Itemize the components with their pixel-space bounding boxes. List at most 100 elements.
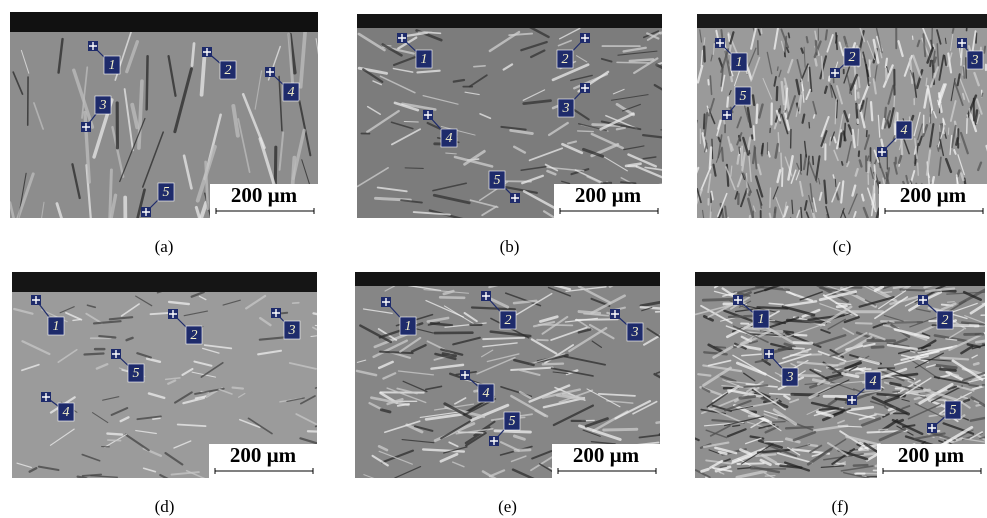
- texture: [837, 306, 846, 307]
- texture: [918, 163, 919, 175]
- texture: [739, 147, 740, 154]
- texture: [862, 195, 864, 201]
- micrograph: 200 µm12345: [12, 272, 341, 485]
- texture: [813, 157, 814, 165]
- texture: [881, 140, 882, 148]
- texture: [656, 311, 684, 312]
- marker-number: 4: [870, 374, 877, 389]
- texture: [405, 168, 423, 169]
- texture: [793, 348, 804, 349]
- texture: [696, 120, 697, 128]
- texture: [579, 312, 600, 314]
- marker-number: 2: [191, 328, 198, 343]
- scale-bar-label: 200 µm: [230, 443, 297, 467]
- texture: [879, 429, 888, 430]
- texture: [704, 47, 705, 62]
- texture: [749, 216, 750, 229]
- texture: [854, 218, 856, 238]
- marker-number: 5: [740, 89, 747, 104]
- texture: [898, 420, 902, 422]
- texture: [749, 191, 750, 195]
- top-edge: [695, 272, 985, 286]
- marker-number: 1: [109, 58, 116, 73]
- texture: [785, 53, 786, 57]
- texture: [757, 105, 758, 123]
- texture: [842, 162, 843, 165]
- texture: [151, 313, 168, 314]
- marker-number: 3: [99, 98, 107, 113]
- marker-number: 1: [421, 52, 428, 67]
- figure: 200 µm12345(a)200 µm12345(b)200 µm12345(…: [0, 0, 987, 518]
- texture: [543, 364, 563, 365]
- texture: [953, 29, 954, 33]
- marker-number: 3: [562, 101, 570, 116]
- micrograph: 200 µm12345: [695, 270, 987, 491]
- texture: [740, 396, 755, 398]
- panel-label: (a): [155, 237, 174, 256]
- texture: [727, 97, 728, 106]
- texture: [983, 385, 987, 386]
- scale-bar-label: 200 µm: [231, 183, 298, 207]
- texture: [107, 434, 122, 435]
- panel-label: (c): [833, 237, 852, 256]
- texture: [742, 146, 743, 165]
- texture: [856, 323, 872, 324]
- marker-number: 5: [163, 185, 170, 200]
- panel-label: (d): [155, 497, 175, 516]
- texture: [474, 66, 485, 67]
- texture: [483, 338, 524, 339]
- texture: [722, 148, 723, 161]
- panel-label: (b): [500, 237, 520, 256]
- texture: [777, 67, 778, 70]
- texture: [969, 385, 978, 386]
- micrograph: 200 µm12345: [357, 14, 682, 229]
- texture: [791, 217, 793, 235]
- texture: [789, 33, 790, 37]
- marker-number: 2: [849, 50, 856, 65]
- texture: [630, 59, 653, 61]
- marker-number: 5: [133, 366, 140, 381]
- marker-number: 2: [225, 63, 232, 78]
- marker-number: 3: [786, 370, 794, 385]
- texture: [656, 364, 681, 374]
- marker-number: 5: [494, 173, 501, 188]
- texture: [872, 347, 883, 348]
- texture: [984, 47, 985, 53]
- texture: [825, 87, 827, 93]
- texture: [858, 129, 859, 145]
- texture: [836, 399, 849, 400]
- top-edge: [355, 272, 660, 286]
- texture: [316, 417, 341, 427]
- marker-number: 5: [509, 414, 516, 429]
- texture: [963, 67, 964, 78]
- texture: [881, 292, 891, 293]
- texture: [723, 218, 729, 241]
- texture: [795, 335, 807, 336]
- texture: [749, 151, 750, 154]
- marker-number: 4: [446, 131, 453, 146]
- texture: [967, 115, 968, 133]
- texture: [891, 383, 901, 385]
- texture: [783, 217, 784, 225]
- texture: [982, 93, 983, 96]
- texture: [233, 388, 243, 389]
- texture: [733, 425, 740, 426]
- texture: [695, 439, 699, 441]
- marker-number: 1: [736, 55, 743, 70]
- texture: [147, 56, 148, 109]
- marker-number: 3: [288, 323, 296, 338]
- texture: [886, 59, 887, 67]
- texture: [840, 133, 842, 146]
- texture: [836, 36, 837, 43]
- marker-number: 2: [942, 313, 949, 328]
- top-edge: [12, 272, 317, 292]
- texture: [578, 131, 594, 132]
- micrograph: 200 µm12345: [692, 14, 987, 241]
- texture: [930, 216, 931, 232]
- texture: [926, 78, 927, 85]
- marker-number: 1: [53, 319, 60, 334]
- texture: [706, 477, 721, 485]
- texture: [698, 374, 710, 375]
- texture: [765, 476, 775, 477]
